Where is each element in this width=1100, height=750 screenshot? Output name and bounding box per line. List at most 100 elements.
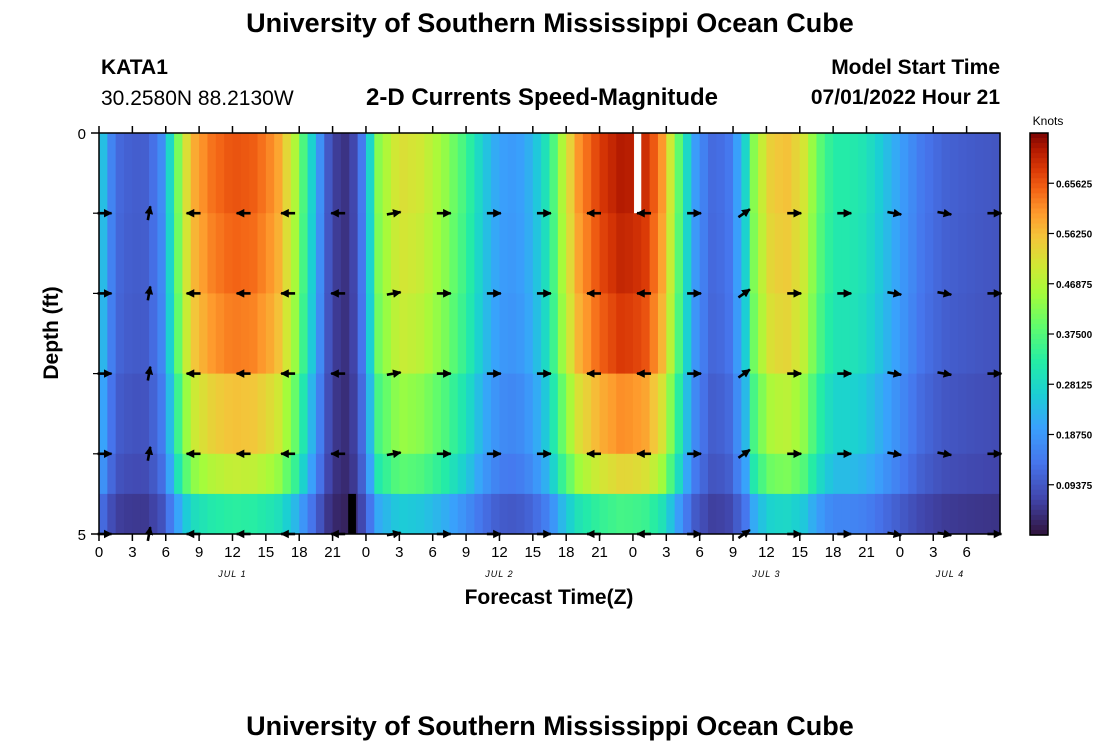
- heat-cell: [257, 453, 267, 495]
- colorbar-segment: [1030, 133, 1048, 139]
- heat-cell: [958, 213, 968, 294]
- heat-cell: [666, 213, 676, 294]
- heat-cell: [749, 493, 759, 534]
- heat-cell: [557, 373, 567, 455]
- colorbar-label: Knots: [1033, 114, 1064, 128]
- heat-cell: [691, 493, 701, 534]
- colorbar-segment: [1030, 258, 1048, 265]
- colorbar-tick-label: 0.65625: [1056, 179, 1093, 190]
- heat-cell: [265, 453, 275, 495]
- heat-cell: [474, 293, 484, 375]
- heat-cell: [224, 293, 234, 375]
- heat-cell: [599, 453, 609, 495]
- heat-cell: [624, 213, 634, 294]
- heat-cell: [432, 453, 442, 495]
- heat-cell: [265, 133, 275, 214]
- heat-cell: [733, 133, 742, 214]
- heat-cell: [783, 293, 793, 375]
- colorbar-segment: [1030, 344, 1048, 350]
- heat-cell: [416, 213, 425, 294]
- current-arrow: [144, 446, 154, 461]
- heat-cell: [491, 293, 501, 375]
- heat-cell: [340, 293, 350, 375]
- heat-cell: [607, 293, 617, 375]
- colorbar-tick-label: 0.09375: [1056, 481, 1093, 492]
- heat-cell: [449, 453, 459, 495]
- heat-cell: [582, 453, 592, 495]
- colorbar-segment: [1030, 529, 1048, 536]
- colorbar-segment: [1030, 499, 1048, 506]
- heat-cell: [641, 293, 651, 375]
- current-arrow: [737, 368, 751, 379]
- colorbar-segment: [1030, 278, 1048, 285]
- heat-cell: [474, 213, 484, 294]
- heat-cell: [165, 133, 175, 214]
- heat-cell: [365, 133, 375, 214]
- heat-cell: [574, 453, 584, 495]
- heat-cell: [507, 213, 517, 294]
- heat-cell: [674, 373, 684, 455]
- heat-cell: [958, 453, 968, 495]
- heat-cell: [841, 213, 851, 294]
- heat-cell: [891, 453, 901, 495]
- heat-cell: [699, 133, 709, 214]
- heat-cell: [657, 293, 667, 375]
- heat-cell: [582, 293, 592, 375]
- heat-cell: [532, 493, 542, 534]
- heat-cell: [441, 213, 450, 294]
- heat-cell: [908, 373, 918, 455]
- heat-cell: [432, 493, 442, 534]
- heat-cell: [466, 493, 476, 534]
- heat-cell: [315, 293, 325, 375]
- heat-cell: [824, 373, 834, 455]
- heat-cell: [649, 133, 659, 214]
- heat-cell: [691, 133, 701, 214]
- heat-cell: [974, 493, 984, 534]
- colorbar-segment: [1030, 178, 1048, 184]
- heat-cell: [991, 453, 1001, 495]
- current-arrow: [144, 285, 154, 301]
- heat-cell: [724, 293, 734, 375]
- heat-cell: [516, 293, 526, 375]
- heat-cell: [299, 373, 309, 455]
- heat-cell: [124, 133, 133, 214]
- heat-cell: [224, 493, 234, 534]
- heat-cell: [657, 493, 667, 534]
- heat-cell: [232, 493, 242, 534]
- heat-cell: [582, 133, 592, 214]
- heat-cell: [616, 453, 626, 495]
- colorbar-segment: [1030, 238, 1048, 245]
- heat-cell: [432, 133, 442, 214]
- heat-cell: [741, 213, 751, 294]
- heat-cell: [941, 293, 951, 375]
- heat-cell: [165, 373, 175, 455]
- heat-cell: [524, 133, 534, 214]
- heat-cell: [257, 293, 267, 375]
- heat-cell: [299, 133, 309, 214]
- colorbar-segment: [1030, 198, 1048, 204]
- heat-cell: [324, 373, 334, 455]
- heat-cell: [307, 133, 317, 214]
- heat-cell: [466, 453, 476, 495]
- heat-cell: [449, 213, 459, 294]
- heat-cell: [724, 213, 734, 294]
- heat-cell: [916, 293, 926, 375]
- heat-cell: [799, 293, 809, 375]
- heat-cell: [733, 453, 742, 495]
- heat-cell: [390, 133, 400, 214]
- heat-cell: [949, 453, 959, 495]
- heat-cell: [524, 293, 534, 375]
- heat-cell: [365, 453, 375, 495]
- heat-cell: [149, 133, 158, 214]
- colorbar-segment: [1030, 494, 1048, 501]
- heat-cell: [232, 373, 242, 455]
- heat-cell: [816, 133, 826, 214]
- model-start-time: 07/01/2022 Hour 21: [810, 86, 1000, 109]
- heat-cell: [908, 133, 918, 214]
- heat-cell: [958, 133, 968, 214]
- heat-cell: [215, 373, 225, 455]
- heat-cell: [165, 293, 175, 375]
- heat-cell: [332, 133, 342, 214]
- colorbar-segment: [1030, 313, 1048, 320]
- heat-cell: [799, 133, 809, 214]
